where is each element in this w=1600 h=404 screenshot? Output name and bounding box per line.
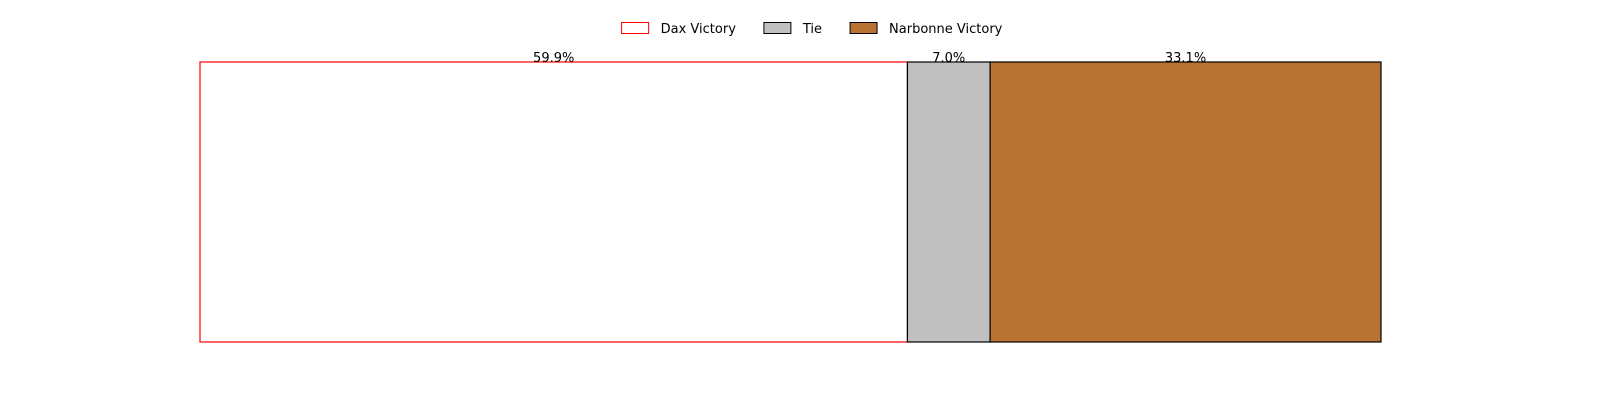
legend-swatch-narbonne-victory: [849, 22, 878, 34]
bar-segments: [199, 61, 1382, 343]
legend-item-dax-victory: Dax Victory: [621, 22, 737, 37]
legend-swatch-tie: [763, 22, 792, 34]
legend-item-narbonne-victory: Narbonne Victory: [849, 22, 1003, 37]
chart-legend: Dax Victory Tie Narbonne Victory: [621, 22, 1003, 37]
data-label-narbonne-victory: 33.1%: [1165, 51, 1206, 66]
data-labels: 59.9% 7.0% 33.1%: [533, 51, 1206, 66]
legend-label-dax-victory: Dax Victory: [661, 22, 737, 37]
legend-item-tie: Tie: [763, 22, 822, 37]
bar-segment-narbonne-victory: [989, 61, 1382, 343]
legend-label-narbonne-victory: Narbonne Victory: [889, 22, 1003, 37]
bar-segment-dax-victory: [199, 61, 909, 343]
legend-label-tie: Tie: [802, 22, 822, 37]
legend-swatch-dax-victory: [621, 22, 650, 34]
bar-segment-tie: [906, 61, 991, 343]
data-label-tie: 7.0%: [932, 51, 965, 66]
data-label-dax-victory: 59.9%: [533, 51, 574, 66]
